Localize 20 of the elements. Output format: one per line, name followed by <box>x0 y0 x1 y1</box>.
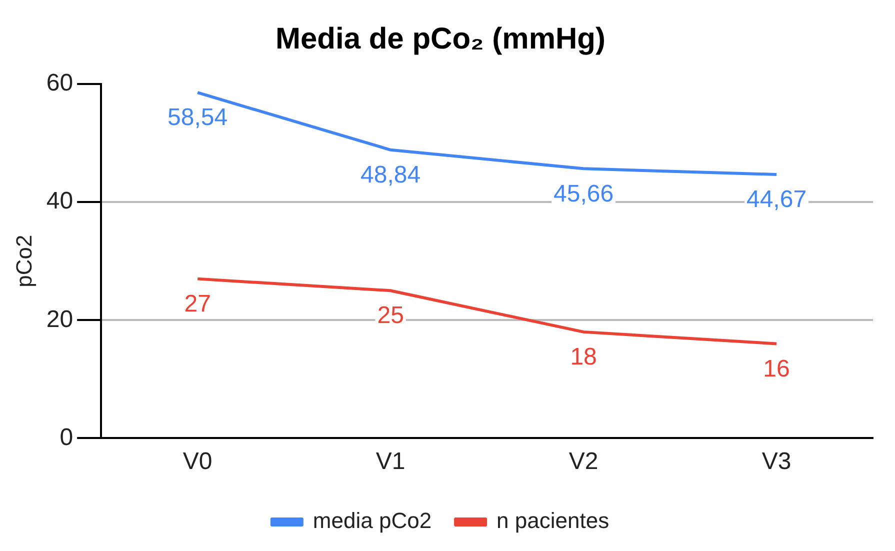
y-tick-label: 40 <box>46 188 74 215</box>
data-label: 18 <box>570 344 597 371</box>
data-label: 58,54 <box>168 104 228 132</box>
legend-label: media pCo2 <box>312 508 432 534</box>
x-tick-label: V3 <box>762 448 792 476</box>
data-label: 16 <box>763 355 790 382</box>
y-tick-label: 60 <box>46 70 74 97</box>
data-label: 45,66 <box>554 180 614 208</box>
x-tick-label: V2 <box>568 448 598 476</box>
data-label: 48,84 <box>360 162 421 189</box>
data-label: 44,67 <box>746 186 807 214</box>
data-label: 25 <box>377 302 404 330</box>
legend-label: n pacientes <box>496 508 610 534</box>
y-tick-label: 0 <box>60 424 74 451</box>
y-axis-title: pCo2 <box>11 234 36 288</box>
y-tick-label: 20 <box>46 306 74 333</box>
chart-title: Media de pCo₂ (mmHg) <box>276 22 606 56</box>
data-label: 27 <box>184 290 211 318</box>
x-tick-label: V0 <box>182 448 212 476</box>
x-tick-label: V1 <box>376 448 406 476</box>
